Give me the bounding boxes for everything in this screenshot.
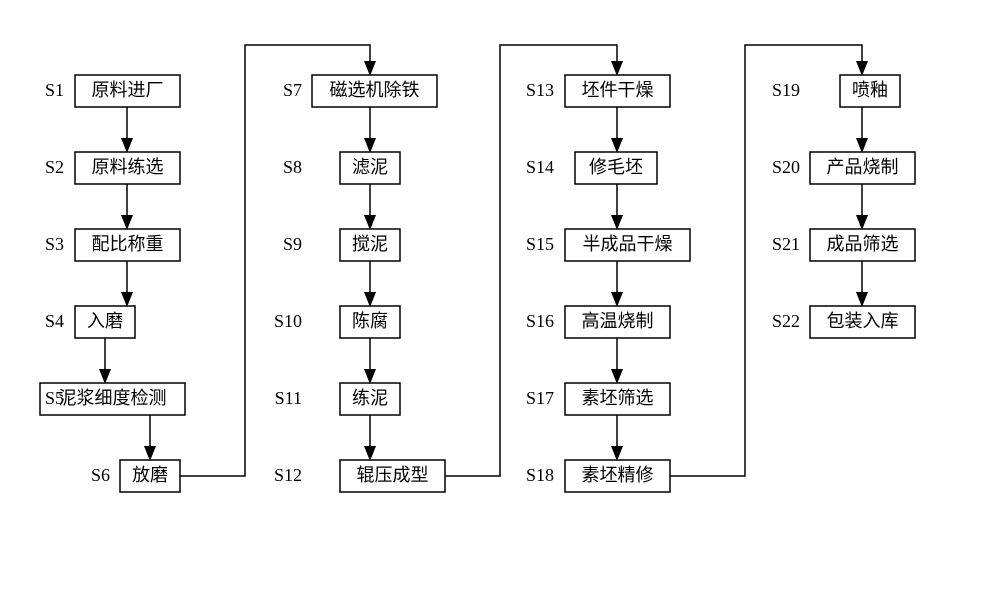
step-id: S4 [45,311,64,331]
step-s16: 高温烧制 S16 [526,306,670,338]
step-s18: 素坯精修 S18 [526,460,670,492]
step-label: 坯件干燥 [582,80,654,100]
step-s7: 磁选机除铁 S7 [283,75,437,107]
step-s9: 搅泥 S9 [283,229,400,261]
step-s2: 原料练选 S2 [45,152,180,184]
step-label: 包装入库 [827,311,899,331]
step-s5: 泥浆细度检测S5 [40,383,185,415]
step-id: S20 [772,157,800,177]
step-s8: 滤泥 S8 [283,152,400,184]
step-label: 磁选机除铁 [330,80,420,100]
step-label: 陈腐 [352,311,388,331]
step-s6: 放磨 S6 [91,460,180,492]
step-id: S16 [526,311,554,331]
flowchart-canvas: 原料进厂 S1 原料练选 S2 配比称重 S3 入磨 S4 泥浆细度检测S5 放磨 S6 磁选机除铁 S… [0,0,1000,600]
step-id: S5 [45,388,64,408]
step-s14: 修毛坯 S14 [526,152,657,184]
step-label: 产品烧制 [827,157,899,177]
step-s21: 成品筛选 S21 [772,229,915,261]
step-id: S13 [526,80,554,100]
step-label: 滤泥 [352,157,388,177]
step-id: S22 [772,311,800,331]
step-id: S2 [45,157,64,177]
step-s19: 喷釉 S19 [772,75,900,107]
step-id: S21 [772,234,800,254]
step-label: 素坯筛选 [582,388,654,408]
step-s12: 辊压成型 S12 [274,460,445,492]
step-s10: 陈腐 S10 [274,306,400,338]
step-id: S11 [275,388,302,408]
step-s20: 产品烧制 S20 [772,152,915,184]
step-id: S10 [274,311,302,331]
step-id: S12 [274,465,302,485]
step-label: 原料进厂 [92,80,164,100]
step-s13: 坯件干燥 S13 [526,75,670,107]
step-label: 泥浆细度检测 [59,388,167,408]
step-label: 原料练选 [92,157,164,177]
step-id: S17 [526,388,554,408]
step-s17: 素坯筛选 S17 [526,383,670,415]
step-id: S14 [526,157,554,177]
step-id: S8 [283,157,302,177]
step-label: 高温烧制 [582,311,654,331]
step-id: S1 [45,80,64,100]
step-s1: 原料进厂 S1 [45,75,180,107]
step-label: 配比称重 [92,234,164,254]
step-label: 放磨 [132,465,168,485]
step-id: S3 [45,234,64,254]
step-label: 搅泥 [352,234,388,254]
step-s4: 入磨 S4 [45,306,135,338]
step-label: 修毛坯 [589,157,643,177]
step-id: S18 [526,465,554,485]
step-label: 入磨 [87,311,123,331]
step-label: 成品筛选 [827,234,899,254]
step-label: 素坯精修 [582,465,654,485]
step-s3: 配比称重 S3 [45,229,180,261]
step-label: 辊压成型 [357,465,429,485]
step-s15: 半成品干燥 S15 [526,229,690,261]
step-id: S19 [772,80,800,100]
step-id: S7 [283,80,302,100]
step-label: 半成品干燥 [583,234,673,254]
step-id: S15 [526,234,554,254]
step-label: 喷釉 [852,80,888,100]
step-id: S6 [91,465,110,485]
step-label: 练泥 [352,388,388,408]
step-id: S9 [283,234,302,254]
step-s11: 练泥 S11 [275,383,400,415]
step-s22: 包装入库 S22 [772,306,915,338]
